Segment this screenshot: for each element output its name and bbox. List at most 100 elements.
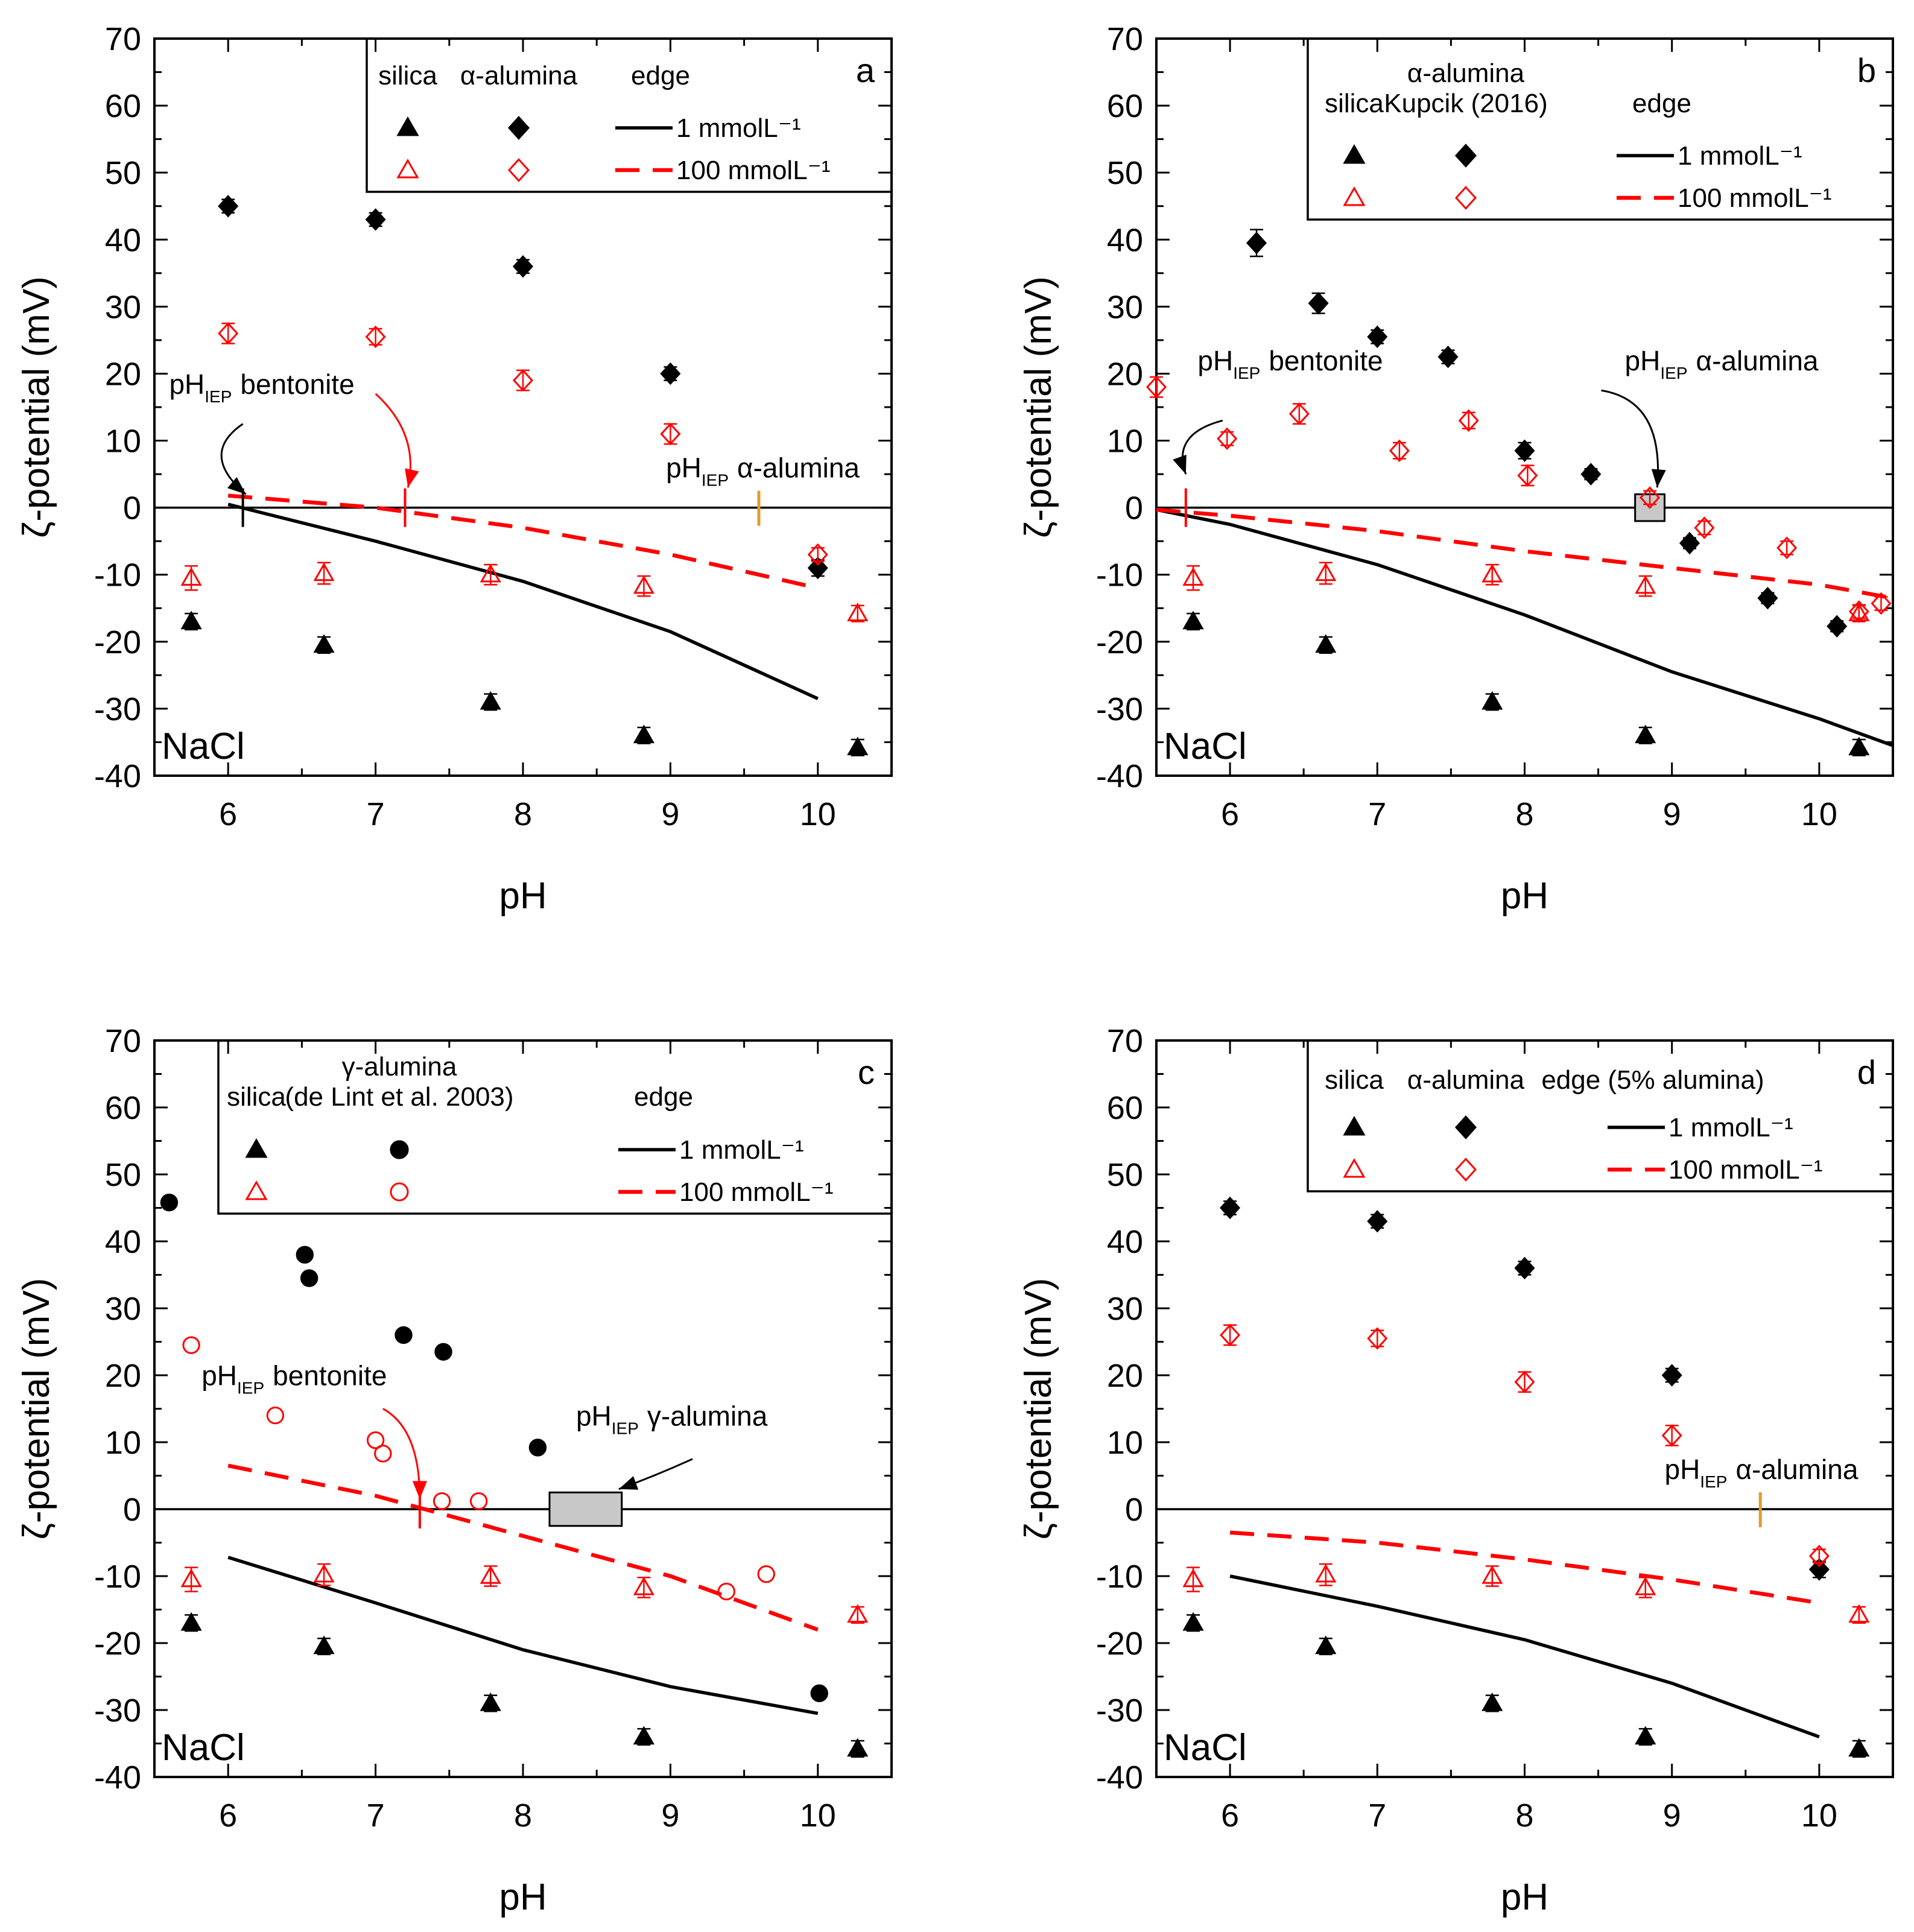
diamond-marker xyxy=(1848,600,1869,623)
legend-entry: 1 mmolL⁻¹ xyxy=(679,1135,804,1165)
annotation-arrow xyxy=(1601,389,1659,488)
y-tick-label: -20 xyxy=(94,624,141,660)
diamond-marker xyxy=(1757,586,1778,610)
diamond-marker xyxy=(1640,486,1661,509)
y-tick-label: 60 xyxy=(1107,88,1143,124)
legend-box xyxy=(217,1040,892,1215)
x-tick-label: 8 xyxy=(514,1797,532,1834)
x-tick-label: 7 xyxy=(367,1797,385,1834)
diamond-marker xyxy=(1776,536,1798,560)
diamond-marker xyxy=(218,194,239,218)
x-tick-label: 6 xyxy=(219,796,237,832)
panel-letter: c xyxy=(858,1053,875,1091)
triangle-marker xyxy=(313,634,335,653)
triangle-marker xyxy=(480,563,501,583)
y-tick-label: 40 xyxy=(105,222,141,258)
y-tick-label: 20 xyxy=(105,1358,141,1394)
triangle-marker xyxy=(1635,1726,1656,1745)
y-axis-label: ζ-potential (mV) xyxy=(16,276,57,538)
circle-marker xyxy=(374,1445,392,1463)
y-tick-label: 70 xyxy=(105,1023,141,1059)
y-tick-label: -10 xyxy=(1096,1559,1143,1595)
diamond-marker xyxy=(1146,375,1167,399)
panel-letter: a xyxy=(856,51,875,89)
y-tick-label: 10 xyxy=(105,1425,141,1461)
triangle-marker xyxy=(633,575,654,594)
diamond-marker xyxy=(512,369,534,392)
triangle-marker xyxy=(1343,1158,1366,1178)
edge-line-100mM xyxy=(1229,1530,1820,1605)
circle-marker xyxy=(366,1431,385,1449)
diamond-marker xyxy=(1220,1196,1241,1220)
triangle-marker xyxy=(633,724,654,744)
iep-subscript: IEP xyxy=(237,1379,264,1398)
chart-panel-c: -40 -30 -20 -10 0 10 20 30 40 50 60 70 6 7 8 9 10 pH ζ-pot… xyxy=(16,1023,893,1918)
x-tick-label: 8 xyxy=(1515,796,1533,832)
iep-subscript: IEP xyxy=(204,387,232,406)
annotation-arrow xyxy=(375,393,411,488)
iep-subscript: IEP xyxy=(1660,364,1687,382)
triangle-marker xyxy=(1635,724,1656,744)
triangle-marker xyxy=(1848,1604,1870,1623)
y-tick-label: -30 xyxy=(1096,691,1143,727)
iep-label: pHIEP α-alumina xyxy=(666,452,860,490)
circle-marker xyxy=(160,1193,179,1212)
iep-range-box xyxy=(548,1491,623,1527)
legend-entry: 100 mmolL⁻¹ xyxy=(1668,1155,1823,1185)
y-tick-label: 20 xyxy=(1107,1358,1143,1394)
iep-subscript: IEP xyxy=(612,1419,639,1437)
triangle-marker xyxy=(847,1604,869,1623)
legend-header: silica xyxy=(227,1082,286,1112)
iep-label: pHIEP bentonite xyxy=(169,369,354,406)
x-axis-label: pH xyxy=(1501,1877,1548,1918)
x-axis-label: pH xyxy=(499,1877,547,1918)
y-tick-label: 30 xyxy=(105,1291,141,1327)
diamond-marker xyxy=(1454,1115,1477,1139)
triangle-marker xyxy=(1343,144,1366,164)
iep-substance: bentonite xyxy=(273,1360,387,1392)
triangle-marker xyxy=(180,1612,202,1631)
triangle-marker xyxy=(847,603,869,621)
diamond-marker xyxy=(1514,1370,1535,1393)
circle-marker xyxy=(300,1269,318,1287)
edge-line-100mM xyxy=(227,493,819,591)
plot-frame xyxy=(1155,1039,1894,1778)
triangle-marker xyxy=(245,1138,268,1158)
iep-subscript: IEP xyxy=(702,471,729,490)
legend-box xyxy=(1307,1040,1893,1192)
diamond-marker xyxy=(1454,186,1477,210)
y-tick-label: 0 xyxy=(1125,490,1143,527)
triangle-marker xyxy=(480,1565,501,1584)
triangle-marker xyxy=(847,1738,869,1757)
diamond-marker xyxy=(1514,1256,1535,1280)
x-axis-label: pH xyxy=(1501,875,1548,917)
circle-marker xyxy=(390,1182,409,1202)
triangle-marker xyxy=(847,736,869,756)
iep-prefix: pH xyxy=(576,1400,612,1431)
triangle-marker xyxy=(1182,1612,1204,1631)
x-tick-label: 6 xyxy=(1221,1797,1239,1834)
y-axis-label: ζ-potential (mV) xyxy=(1018,1278,1059,1540)
legend-entry: 1 mmolL⁻¹ xyxy=(1678,141,1802,171)
iep-prefix: pH xyxy=(666,452,702,484)
triangle-marker xyxy=(396,116,419,136)
legend-header: edge (5% alumina) xyxy=(1541,1065,1764,1095)
diamond-marker xyxy=(1389,439,1410,462)
diamond-marker xyxy=(1288,402,1310,425)
x-tick-label: 6 xyxy=(1221,796,1239,832)
x-tick-label: 7 xyxy=(367,796,385,832)
arrow-head xyxy=(1173,454,1187,475)
edge-line-1mM xyxy=(1156,508,1893,747)
circle-marker xyxy=(266,1406,285,1425)
chart-panel-d: -40 -30 -20 -10 0 10 20 30 40 50 60 70 6 7 8 9 10 pH ζ-pot… xyxy=(1018,1023,1894,1918)
legend-header: silica xyxy=(1325,1065,1384,1095)
diamond-marker xyxy=(507,116,530,140)
iep-label: pHIEP γ-alumina xyxy=(576,1400,768,1437)
triangle-marker xyxy=(1182,1568,1204,1588)
x-tick-label: 10 xyxy=(800,796,836,832)
triangle-marker xyxy=(1343,1115,1366,1136)
legend-entry: 100 mmolL⁻¹ xyxy=(676,156,831,185)
x-tick-label: 8 xyxy=(1515,1797,1533,1834)
diamond-marker xyxy=(1827,615,1848,638)
triangle-marker xyxy=(1635,575,1656,594)
